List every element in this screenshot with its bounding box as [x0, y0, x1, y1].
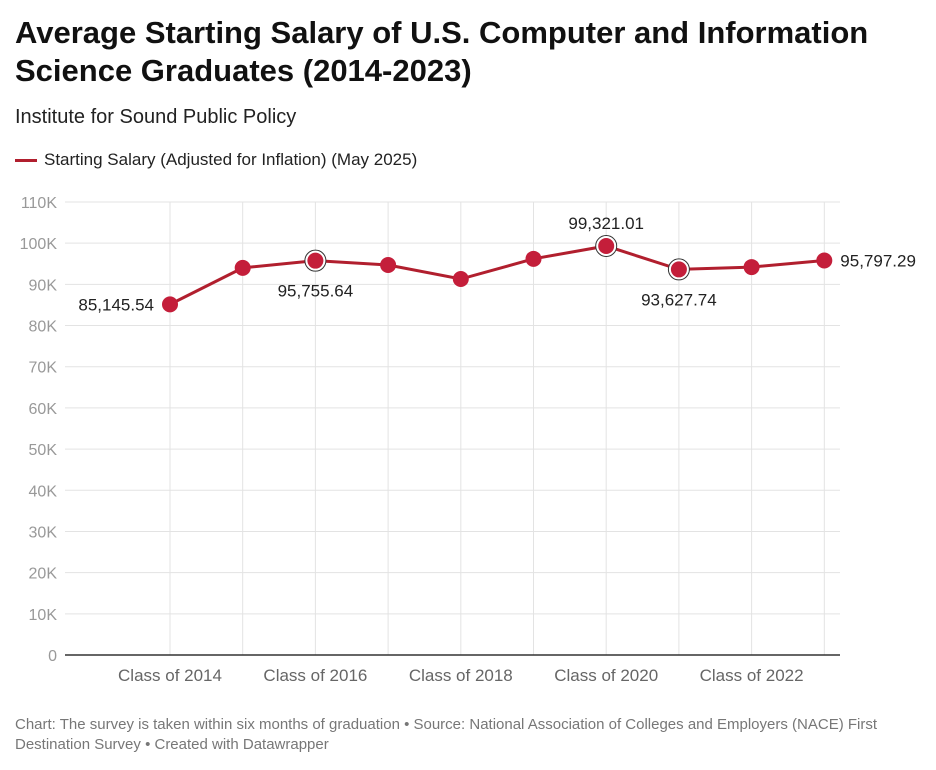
data-point	[816, 252, 833, 269]
y-tick-label: 110K	[21, 195, 58, 212]
data-label: 85,145.54	[78, 295, 154, 314]
data-point	[380, 257, 397, 274]
data-point	[670, 261, 687, 278]
y-tick-label: 70K	[29, 360, 58, 377]
x-tick-label: Class of 2022	[700, 666, 804, 685]
y-tick-label: 90K	[29, 277, 58, 294]
data-point	[743, 259, 760, 276]
y-tick-label: 10K	[29, 607, 58, 624]
y-tick-label: 50K	[29, 442, 58, 459]
data-point	[598, 237, 615, 254]
y-tick-label: 40K	[29, 483, 58, 500]
legend-swatch	[15, 158, 37, 162]
data-label: 93,627.74	[641, 290, 717, 309]
y-tick-label: 60K	[29, 401, 58, 418]
data-point	[234, 259, 251, 276]
y-tick-label: 30K	[29, 524, 58, 541]
data-label: 99,321.01	[568, 214, 644, 233]
data-point	[162, 296, 178, 313]
data-point	[307, 252, 324, 269]
legend-label: Starting Salary (Adjusted for Inflation)…	[44, 150, 418, 169]
x-tick-label: Class of 2014	[118, 666, 222, 685]
data-point	[452, 271, 469, 288]
x-tick-label: Class of 2016	[263, 666, 367, 685]
y-tick-label: 100K	[20, 236, 58, 253]
y-tick-label: 20K	[29, 566, 58, 583]
legend: Starting Salary (Adjusted for Inflation)…	[15, 150, 417, 170]
data-label: 95,755.64	[278, 282, 354, 301]
line-chart: 0 10K 20K 30K 40K 50K 60K 70K 80K 90K 100K 110K Clas…	[20, 195, 916, 685]
series-line	[169, 244, 825, 306]
chart-subtitle: Institute for Sound Public Policy	[15, 106, 297, 128]
chart-title: Average Starting Salary of U.S. Computer…	[15, 15, 869, 88]
chart-footer: Chart: The survey is taken within six mo…	[15, 716, 878, 753]
y-tick-label: 0	[48, 648, 57, 665]
y-tick-label: 80K	[29, 319, 58, 336]
data-point	[525, 250, 542, 267]
x-tick-label: Class of 2018	[409, 666, 513, 685]
x-tick-label: Class of 2020	[554, 666, 658, 685]
data-label: 95,797.29	[840, 251, 916, 270]
